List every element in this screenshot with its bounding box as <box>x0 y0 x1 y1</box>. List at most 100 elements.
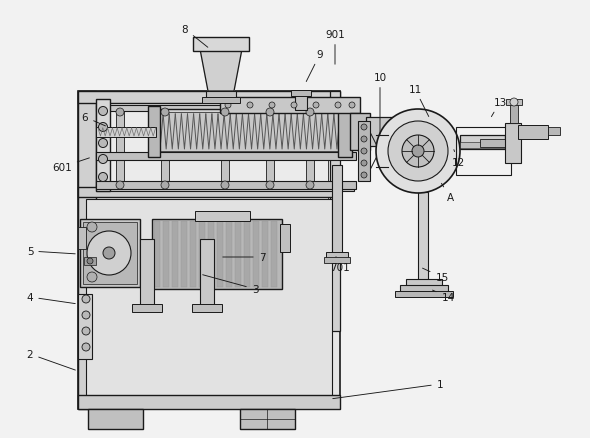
Circle shape <box>361 161 367 166</box>
Bar <box>116 110 124 191</box>
Circle shape <box>103 247 115 259</box>
Circle shape <box>161 182 169 190</box>
Bar <box>96 100 110 191</box>
Bar <box>295 95 307 111</box>
Bar <box>192 304 222 312</box>
Circle shape <box>116 182 124 190</box>
Bar <box>88 409 143 429</box>
Circle shape <box>87 223 97 233</box>
Bar <box>217 222 223 287</box>
Bar <box>78 92 340 409</box>
Bar <box>96 104 328 393</box>
Bar <box>154 222 160 287</box>
Circle shape <box>99 139 107 148</box>
Text: A: A <box>441 184 454 202</box>
Bar <box>220 98 360 114</box>
Circle shape <box>510 99 518 107</box>
Bar <box>200 240 214 309</box>
Bar <box>96 128 156 138</box>
Circle shape <box>247 103 253 109</box>
Circle shape <box>87 231 131 276</box>
Bar <box>132 304 162 312</box>
Bar <box>395 291 453 297</box>
Bar <box>306 110 314 191</box>
Bar <box>202 98 240 104</box>
Bar <box>460 136 505 150</box>
Circle shape <box>99 155 107 164</box>
Bar <box>78 395 340 409</box>
Bar <box>505 124 521 164</box>
Bar <box>291 91 311 97</box>
Bar <box>78 294 92 359</box>
Bar <box>208 222 214 287</box>
Circle shape <box>388 122 448 182</box>
Text: 601: 601 <box>52 159 89 173</box>
Circle shape <box>266 109 274 117</box>
Text: 9: 9 <box>306 50 323 82</box>
Bar <box>400 285 448 293</box>
Circle shape <box>99 173 107 182</box>
Text: 901: 901 <box>325 30 345 65</box>
Bar <box>84 258 96 265</box>
Text: 701: 701 <box>330 257 350 272</box>
Text: 2: 2 <box>27 349 76 370</box>
Text: 13: 13 <box>491 98 507 117</box>
Circle shape <box>87 258 93 265</box>
Bar <box>330 92 340 331</box>
Circle shape <box>361 125 367 131</box>
Bar <box>406 279 442 287</box>
Bar <box>240 409 295 429</box>
Text: 12: 12 <box>451 150 465 168</box>
Bar <box>235 222 241 287</box>
Bar <box>86 200 332 397</box>
Text: 10: 10 <box>373 73 386 135</box>
Bar <box>96 153 356 161</box>
Circle shape <box>335 103 341 109</box>
Circle shape <box>291 103 297 109</box>
Bar <box>96 186 354 191</box>
Bar <box>226 222 232 287</box>
Bar <box>358 122 370 182</box>
Circle shape <box>269 103 275 109</box>
Bar <box>548 128 560 136</box>
Text: 3: 3 <box>203 275 258 294</box>
Bar <box>181 222 187 287</box>
Bar <box>366 118 396 147</box>
Bar <box>326 252 348 261</box>
Circle shape <box>361 137 367 143</box>
Bar <box>338 107 352 158</box>
Circle shape <box>376 110 460 194</box>
Bar <box>190 222 196 287</box>
Bar <box>78 92 340 104</box>
Bar <box>148 107 160 158</box>
Bar <box>266 110 274 191</box>
Circle shape <box>82 295 90 303</box>
Text: 1: 1 <box>333 379 443 399</box>
Circle shape <box>306 109 314 117</box>
Bar <box>96 106 354 112</box>
Bar <box>78 187 340 198</box>
Bar <box>78 227 86 249</box>
Circle shape <box>116 109 124 117</box>
Circle shape <box>221 182 229 190</box>
Text: 15: 15 <box>422 268 448 283</box>
Bar <box>456 128 511 176</box>
Circle shape <box>82 327 90 335</box>
Bar <box>152 219 282 290</box>
Polygon shape <box>200 50 242 92</box>
Bar <box>155 113 340 152</box>
Bar <box>350 114 370 151</box>
Bar <box>83 223 137 284</box>
Bar <box>240 409 295 429</box>
Bar <box>161 110 169 191</box>
Circle shape <box>402 136 434 168</box>
Bar <box>332 166 342 255</box>
Bar <box>221 110 229 191</box>
Circle shape <box>225 103 231 109</box>
Bar <box>78 92 96 409</box>
Bar <box>172 222 178 287</box>
Bar <box>271 222 277 287</box>
Bar <box>324 258 350 263</box>
Circle shape <box>412 146 424 158</box>
Bar <box>96 182 356 190</box>
